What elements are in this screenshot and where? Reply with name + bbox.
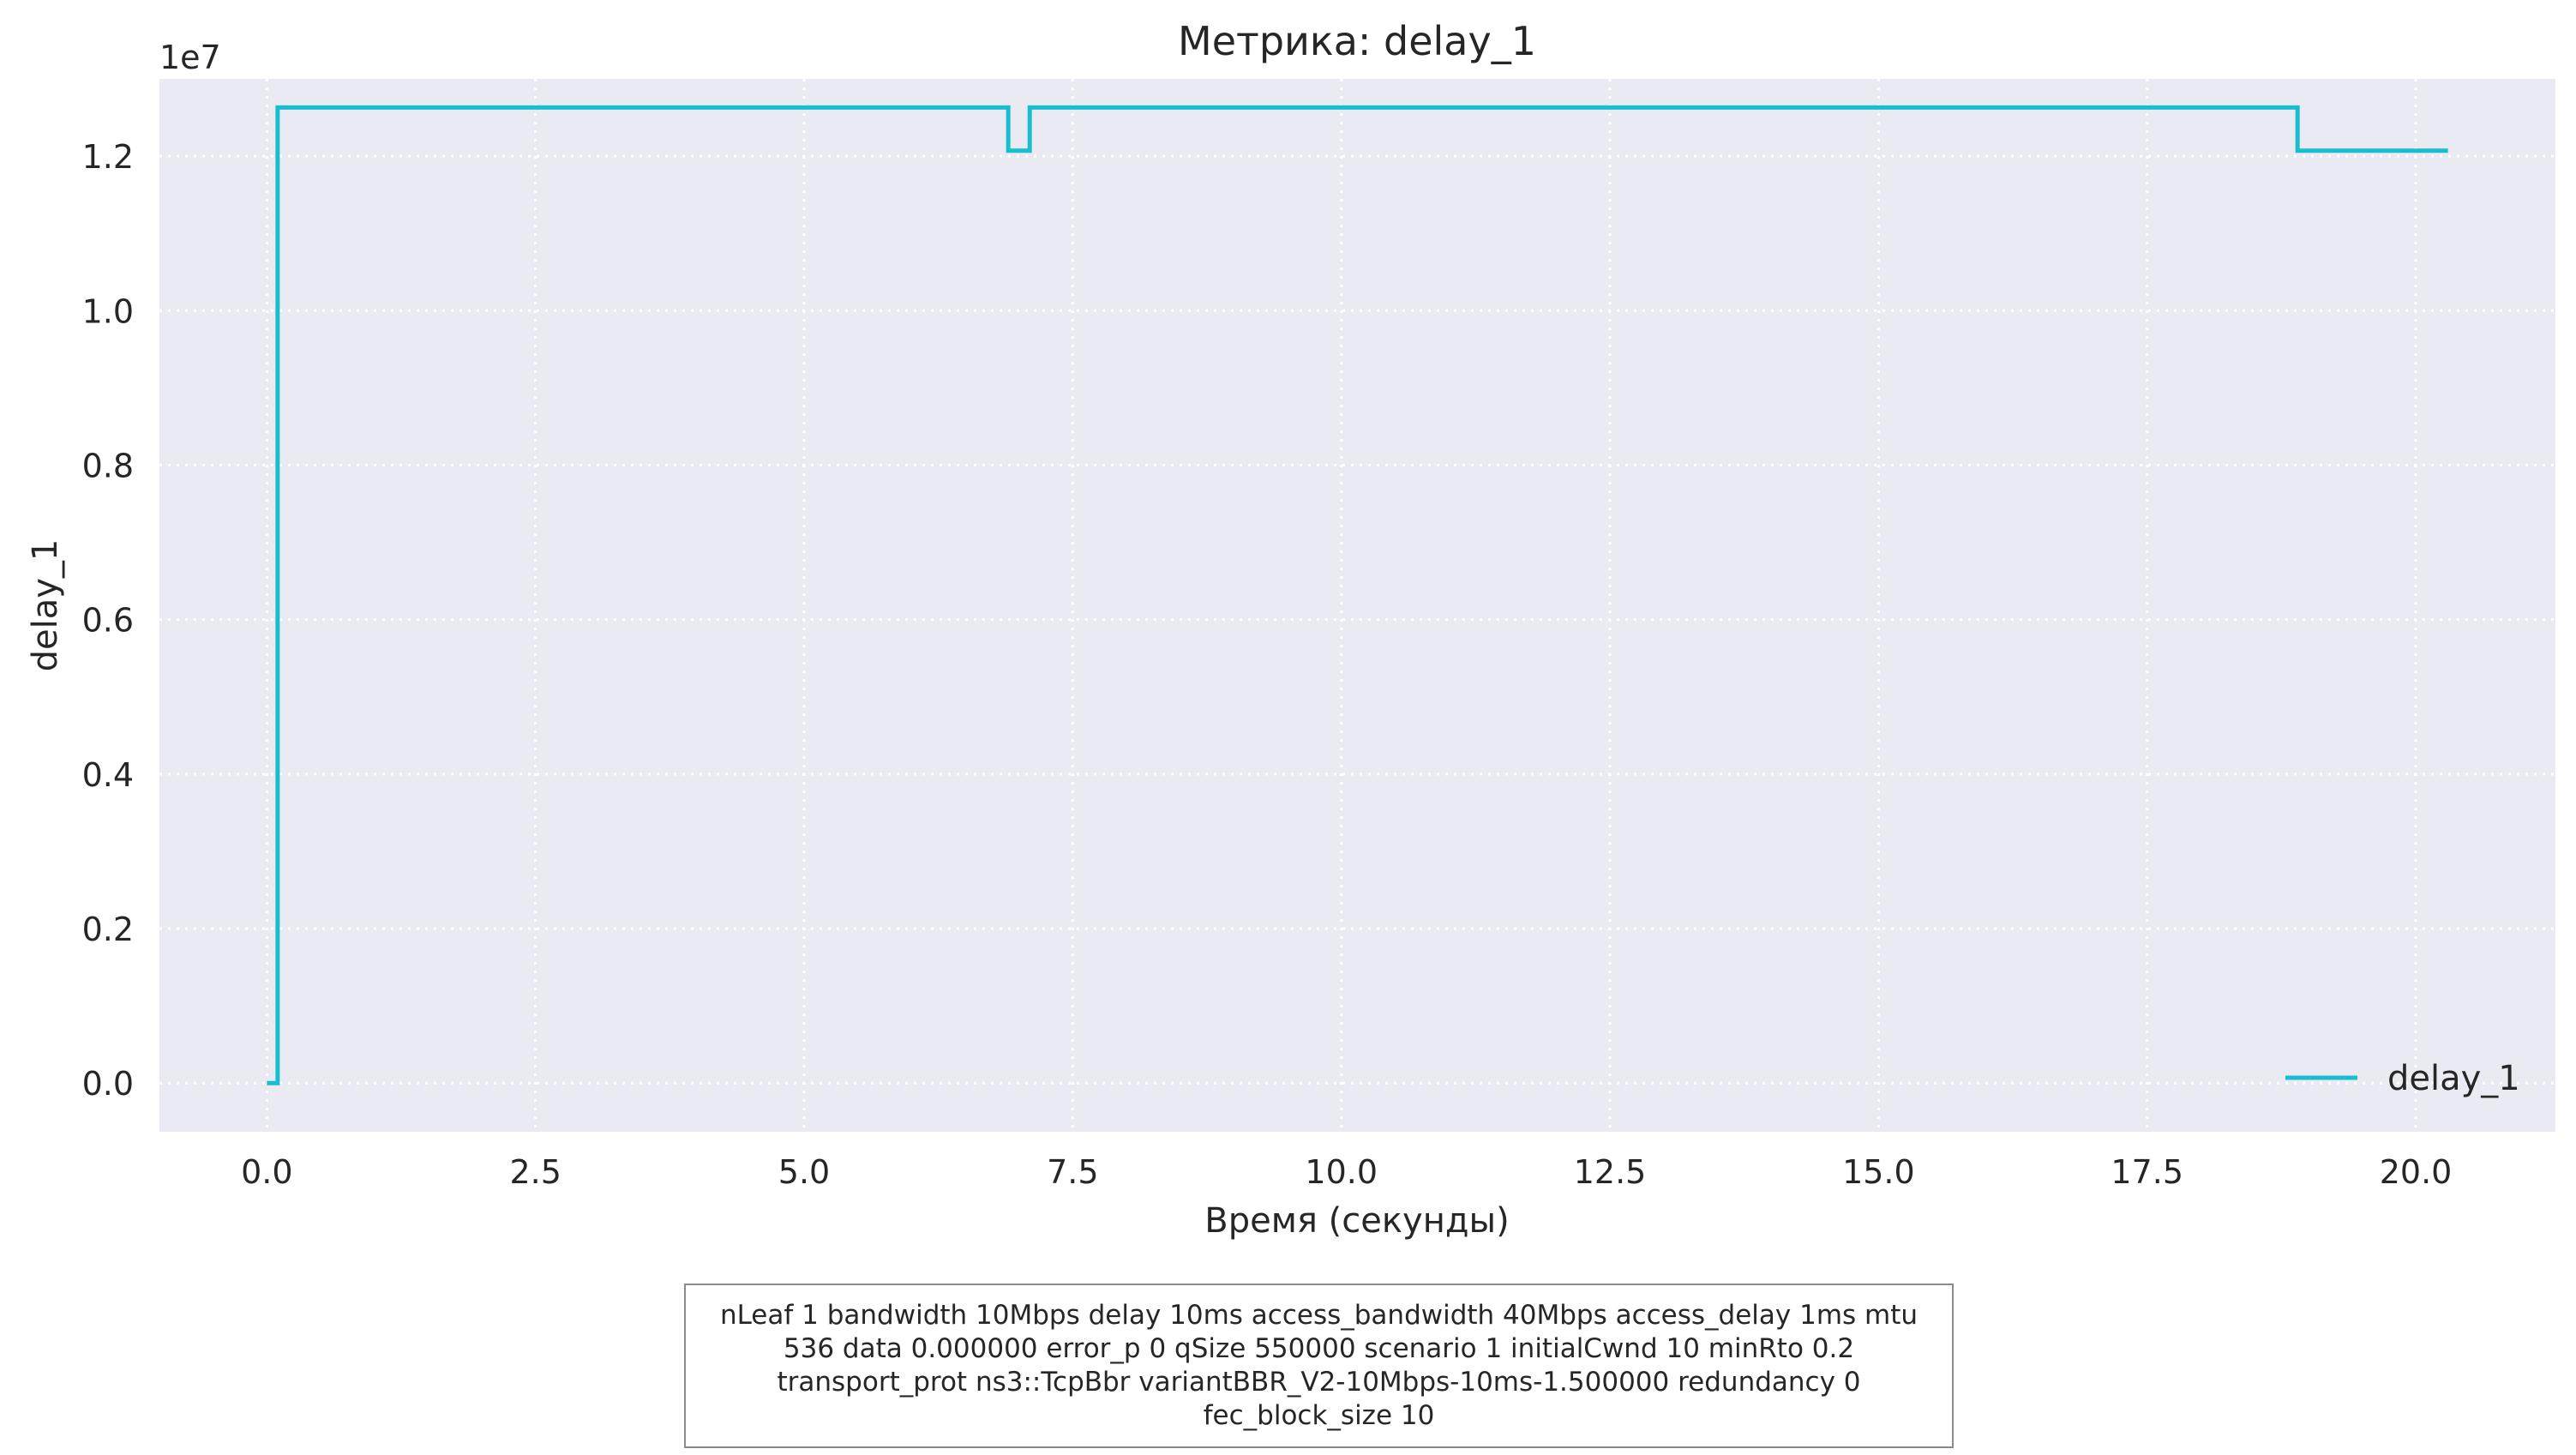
chart-title: Метрика: delay_1 [1178,18,1536,64]
x-tick-label: 7.5 [1047,1153,1098,1191]
y-tick-label: 0.0 [82,1065,134,1103]
x-tick-label: 0.0 [241,1153,292,1191]
y-tick-label: 1.0 [82,292,134,330]
x-tick-label: 17.5 [2111,1153,2183,1191]
y-tick-label: 1.2 [82,138,134,176]
y-tick-labels: 0.0 0.2 0.4 0.6 0.8 1.0 1.2 [82,138,134,1103]
parameters-caption-box: nLeaf 1 bandwidth 10Mbps delay 10ms acce… [684,1284,1954,1448]
y-tick-label: 0.2 [82,911,134,948]
x-tick-label: 5.0 [778,1153,830,1191]
x-tick-label: 12.5 [1574,1153,1647,1191]
x-tick-label: 20.0 [2380,1153,2453,1191]
x-axis-label: Время (секунды) [1204,1201,1509,1241]
y-tick-label: 0.4 [82,756,134,794]
y-offset-label: 1e7 [159,39,221,76]
legend-label: delay_1 [2387,1059,2520,1098]
legend: delay_1 [2285,1059,2520,1098]
y-axis-label: delay_1 [26,539,65,672]
x-tick-labels: 0.0 2.5 5.0 7.5 10.0 12.5 15.0 17.5 20.0 [241,1153,2452,1191]
parameters-caption-text: nLeaf 1 bandwidth 10Mbps delay 10ms acce… [719,1300,1918,1431]
plot-area [159,79,2555,1132]
y-tick-label: 0.8 [82,447,134,484]
series-line-delay_1 [267,105,2448,1085]
x-tick-label: 15.0 [1842,1153,1915,1191]
y-tick-label: 0.6 [82,602,134,640]
x-tick-label: 2.5 [509,1153,561,1191]
series-layer [267,105,2448,1085]
x-tick-label: 10.0 [1305,1153,1378,1191]
